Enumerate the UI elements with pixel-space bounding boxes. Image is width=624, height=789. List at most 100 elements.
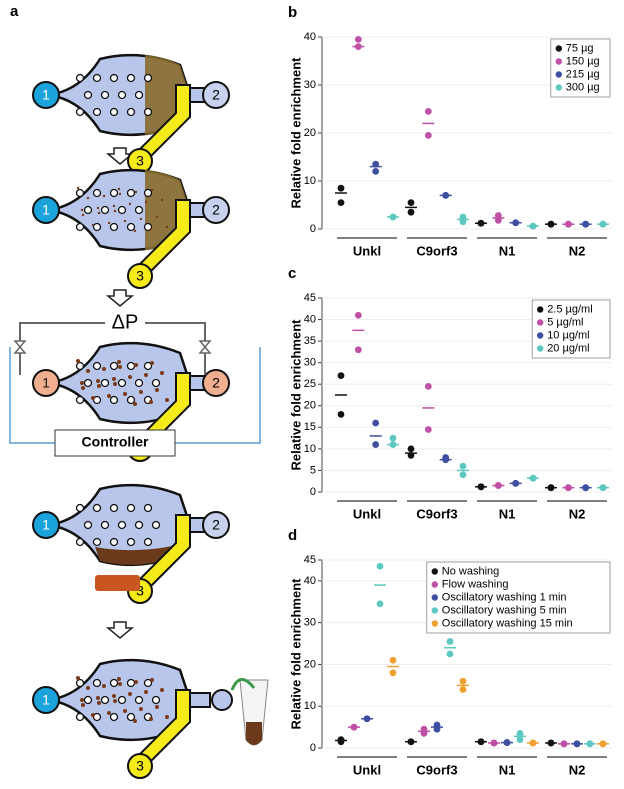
legend-marker	[537, 345, 544, 352]
legend-label: 2.5 µg/ml	[547, 303, 592, 315]
replicate-dot	[582, 484, 590, 492]
particle	[97, 384, 101, 388]
bead-hole	[126, 188, 136, 198]
replicate-dot	[564, 220, 572, 228]
replicate-dot	[389, 656, 397, 664]
x-tick-label: Unkl	[353, 243, 381, 258]
replicate-dot	[407, 199, 415, 207]
port-1	[32, 686, 60, 714]
replicate-dot	[389, 669, 397, 677]
particle	[76, 676, 80, 680]
port-label: 2	[212, 517, 220, 533]
particle	[117, 360, 121, 364]
bead-hole	[75, 395, 85, 405]
x-tick-label: N1	[499, 243, 516, 258]
replicate-dot	[389, 434, 397, 442]
particle	[165, 225, 169, 229]
y-tick-label: 40	[304, 575, 316, 587]
port-1	[32, 511, 60, 539]
bead-hole	[75, 712, 85, 722]
bead-hole	[109, 537, 119, 547]
tube-beads	[246, 722, 262, 745]
legend-label: Oscillatory washing 5 min	[442, 604, 567, 616]
port-label: 1	[42, 202, 50, 218]
particle	[112, 377, 116, 381]
replicate-dot	[459, 462, 467, 470]
bead-hole	[83, 695, 93, 705]
bead-hole	[109, 73, 119, 83]
replicate-dot	[442, 192, 450, 199]
replicate-dot	[337, 199, 345, 207]
y-tick-label: 40	[304, 313, 316, 325]
x-tick-label: Unkl	[353, 762, 381, 777]
y-tick-label: 30	[304, 79, 316, 91]
legend-label: 20 µg/ml	[547, 342, 589, 354]
port-label: 1	[42, 517, 50, 533]
bead-hole	[100, 205, 110, 215]
replicate-dot	[446, 638, 454, 645]
replicate-dot	[459, 677, 467, 685]
legend-label: 10 µg/ml	[547, 329, 589, 341]
replicate-dot	[420, 729, 428, 737]
particle	[91, 396, 95, 400]
particle	[149, 400, 153, 404]
bead-hole	[134, 378, 144, 388]
particle	[133, 229, 137, 233]
port-3	[127, 753, 153, 779]
particle	[139, 390, 143, 394]
replicate-dot	[529, 739, 537, 747]
bead-hole	[92, 712, 102, 722]
particle	[107, 711, 111, 715]
legend-label: Oscillatory washing 15 min	[442, 617, 573, 629]
bead-hole	[134, 520, 144, 530]
y-tick-label: 0	[310, 486, 316, 498]
replicate-dot	[459, 686, 467, 693]
particle	[150, 188, 154, 192]
valve	[13, 340, 27, 354]
bead-hole	[126, 503, 136, 513]
bead-hole	[100, 90, 110, 100]
particle	[112, 694, 116, 698]
particle	[107, 394, 111, 398]
replicate-dot	[599, 484, 607, 492]
particle	[96, 206, 100, 210]
particle	[91, 223, 95, 227]
port-2	[202, 511, 230, 539]
bead-hole	[109, 188, 119, 198]
controller-box	[54, 429, 176, 457]
bead-hole	[92, 395, 102, 405]
panel-label: a	[10, 3, 19, 20]
bead-hole	[109, 222, 119, 232]
particle	[86, 196, 90, 200]
particle	[144, 200, 148, 204]
particle	[144, 373, 148, 377]
replicate-dot	[490, 739, 498, 747]
port-label: 3	[136, 758, 144, 774]
particle	[107, 221, 111, 225]
port-3	[127, 263, 153, 289]
bead-hole	[109, 503, 119, 513]
legend-marker	[431, 594, 438, 601]
particle	[80, 381, 84, 385]
panel-label: d	[288, 527, 297, 544]
x-tick-label: N2	[569, 762, 586, 777]
replicate-dot	[529, 474, 537, 482]
particle	[160, 371, 164, 375]
bead-hole	[117, 520, 127, 530]
x-tick-label: N1	[499, 506, 516, 521]
bead-hole	[126, 712, 136, 722]
replicate-dot	[372, 441, 380, 448]
replicate-dot	[560, 740, 568, 748]
delta-p: ΔP	[112, 311, 139, 333]
particle	[128, 202, 132, 206]
port-1	[32, 196, 60, 224]
port-1	[32, 81, 60, 109]
replicate-dot	[442, 456, 450, 464]
particle	[134, 363, 138, 367]
replicate-dot	[494, 212, 502, 219]
legend-marker	[555, 84, 562, 91]
replicate-dot	[573, 740, 581, 748]
bead-hole	[151, 520, 161, 530]
replicate-dot	[389, 213, 397, 221]
bead-hole	[126, 73, 136, 83]
